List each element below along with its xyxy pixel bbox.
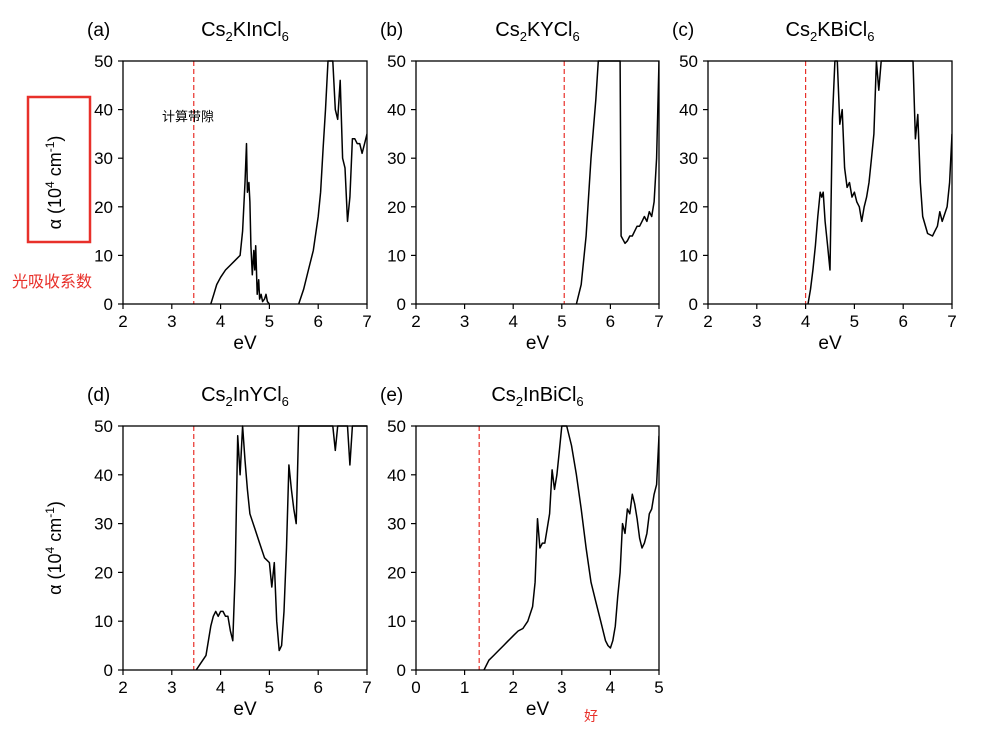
y-tick-label: 40 bbox=[387, 101, 406, 120]
chart-panel: 2 3 4 5 6 7 0 10 20 30 40 50 eV (a) Cs2KInCl6 α (104 cm… bbox=[43, 19, 372, 354]
series-line bbox=[807, 60, 952, 304]
y-tick-label: 50 bbox=[387, 417, 406, 436]
y-tick-label: 0 bbox=[104, 661, 113, 680]
absorption-coef-note: 光吸收系数 bbox=[12, 273, 92, 291]
x-tick-label: 0 bbox=[411, 678, 420, 697]
chart-panel: 2 3 4 5 6 7 0 10 20 30 40 50 eV (b) Cs2KYCl6 bbox=[380, 19, 664, 354]
x-tick-label: 4 bbox=[216, 678, 225, 697]
series-line bbox=[210, 142, 270, 304]
x-tick-label: 3 bbox=[752, 312, 761, 331]
y-tick-label: 10 bbox=[387, 246, 406, 265]
y-tick-label: 30 bbox=[94, 149, 113, 168]
y-tick-label: 50 bbox=[679, 52, 698, 71]
x-tick-label: 6 bbox=[313, 678, 322, 697]
x-tick-label: 4 bbox=[508, 312, 517, 331]
y-tick-label: 40 bbox=[94, 101, 113, 120]
x-tick-label: 6 bbox=[898, 312, 907, 331]
y-tick-label: 20 bbox=[94, 198, 113, 217]
y-tick-label: 10 bbox=[387, 612, 406, 631]
x-tick-label: 1 bbox=[460, 678, 469, 697]
plot-frame bbox=[415, 60, 660, 305]
y-tick-label: 0 bbox=[104, 295, 113, 314]
x-tick-label: 7 bbox=[362, 312, 371, 331]
plot-frame bbox=[122, 60, 368, 305]
y-tick-label: 10 bbox=[94, 612, 113, 631]
series-line bbox=[297, 60, 367, 304]
x-tick-label: 7 bbox=[654, 312, 663, 331]
x-tick-label: 5 bbox=[557, 312, 566, 331]
x-tick-label: 3 bbox=[167, 678, 176, 697]
calc-gap-note: 计算带隙 bbox=[162, 109, 214, 124]
x-tick-label: 3 bbox=[557, 678, 566, 697]
y-tick-label: 20 bbox=[387, 563, 406, 582]
plot-frame bbox=[707, 60, 953, 305]
x-tick-label: 5 bbox=[265, 678, 274, 697]
x-tick-label: 2 bbox=[118, 678, 127, 697]
x-tick-label: 6 bbox=[606, 312, 615, 331]
x-axis-label: eV bbox=[233, 699, 257, 720]
y-tick-label: 10 bbox=[94, 246, 113, 265]
chart-title: Cs2KYCl6 bbox=[495, 19, 580, 44]
x-tick-label: 3 bbox=[167, 312, 176, 331]
y-tick-label: 30 bbox=[679, 149, 698, 168]
x-axis-label: eV bbox=[526, 333, 550, 354]
panel-label: (a) bbox=[87, 20, 110, 41]
x-tick-label: 2 bbox=[411, 312, 420, 331]
series-line bbox=[575, 60, 659, 304]
y-tick-label: 50 bbox=[94, 52, 113, 71]
x-axis-label: eV bbox=[526, 699, 550, 720]
x-tick-label: 3 bbox=[460, 312, 469, 331]
panel-label: (e) bbox=[380, 385, 403, 406]
y-tick-label: 50 bbox=[94, 417, 113, 436]
panel-label: (c) bbox=[672, 20, 694, 41]
plot-frame bbox=[415, 425, 660, 671]
y-tick-label: 0 bbox=[397, 661, 406, 680]
x-tick-label: 2 bbox=[508, 678, 517, 697]
y-tick-label: 20 bbox=[94, 563, 113, 582]
x-axis-label: eV bbox=[818, 333, 842, 354]
chart-title: Cs2KBiCl6 bbox=[786, 19, 875, 44]
y-axis-label: α (104 cm-1) bbox=[43, 136, 65, 230]
y-tick-label: 0 bbox=[689, 295, 698, 314]
plot-frame bbox=[122, 425, 368, 671]
y-tick-label: 40 bbox=[387, 466, 406, 485]
ylabel-highlight-box bbox=[26, 95, 92, 244]
y-tick-label: 40 bbox=[679, 101, 698, 120]
series-line bbox=[483, 425, 659, 670]
x-tick-label: 7 bbox=[947, 312, 956, 331]
y-tick-label: 20 bbox=[679, 198, 698, 217]
chart-title: Cs2InYCl6 bbox=[201, 384, 289, 409]
x-tick-label: 4 bbox=[606, 678, 615, 697]
x-tick-label: 2 bbox=[703, 312, 712, 331]
chart-title: Cs2InBiCl6 bbox=[491, 384, 583, 409]
good-note: 好 bbox=[584, 708, 598, 724]
x-tick-label: 5 bbox=[850, 312, 859, 331]
y-tick-label: 0 bbox=[397, 295, 406, 314]
y-tick-label: 30 bbox=[387, 149, 406, 168]
x-tick-label: 4 bbox=[216, 312, 225, 331]
x-tick-label: 7 bbox=[362, 678, 371, 697]
x-tick-label: 5 bbox=[265, 312, 274, 331]
x-tick-label: 4 bbox=[801, 312, 810, 331]
panel-label: (b) bbox=[380, 20, 403, 41]
x-tick-label: 6 bbox=[313, 312, 322, 331]
y-tick-label: 30 bbox=[387, 515, 406, 534]
y-tick-label: 30 bbox=[94, 515, 113, 534]
x-tick-label: 2 bbox=[118, 312, 127, 331]
panel-label: (d) bbox=[87, 385, 110, 406]
series-line bbox=[195, 425, 367, 670]
y-tick-label: 50 bbox=[387, 52, 406, 71]
y-tick-label: 40 bbox=[94, 466, 113, 485]
x-tick-label: 5 bbox=[654, 678, 663, 697]
chart-title: Cs2KInCl6 bbox=[201, 19, 289, 44]
y-axis-label: α (104 cm-1) bbox=[43, 501, 65, 595]
chart-panel: 2 3 4 5 6 7 0 10 20 30 40 50 eV (d) Cs2InYCl6 α (104 cm… bbox=[43, 384, 372, 720]
chart-panel: 2 3 4 5 6 7 0 10 20 30 40 50 eV (c) Cs2KBiCl6 bbox=[672, 19, 957, 354]
y-tick-label: 20 bbox=[387, 198, 406, 217]
x-axis-label: eV bbox=[233, 333, 257, 354]
y-tick-label: 10 bbox=[679, 246, 698, 265]
